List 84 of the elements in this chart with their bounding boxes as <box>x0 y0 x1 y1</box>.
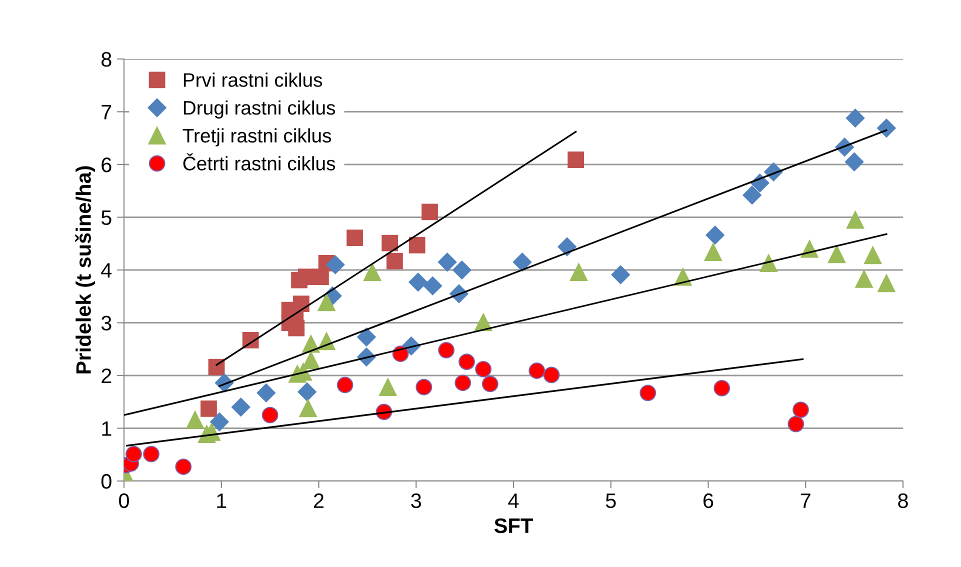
y-tick-label: 1 <box>102 421 112 436</box>
point <box>357 328 376 346</box>
y-tick-label: 6 <box>102 158 112 172</box>
point <box>288 320 305 336</box>
point <box>299 399 317 418</box>
x-tick-label: 0 <box>119 493 129 508</box>
point <box>828 245 846 264</box>
point <box>363 263 382 281</box>
point <box>175 458 192 475</box>
point <box>543 366 560 384</box>
legend-label: Prvi rastni ciklus <box>184 72 322 87</box>
point <box>855 270 873 288</box>
point <box>416 378 432 396</box>
point <box>210 412 229 432</box>
legend-label: Tretji rastni ciklus <box>182 128 332 146</box>
legend-label: Drugi rastni ciklus <box>184 100 336 119</box>
point <box>558 237 576 256</box>
point <box>846 211 864 229</box>
point <box>408 272 428 292</box>
y-tick-label: 0 <box>101 474 112 489</box>
point <box>788 416 804 432</box>
point <box>438 342 455 358</box>
point <box>208 358 225 376</box>
point <box>423 276 442 296</box>
point <box>200 400 217 417</box>
x-tick-label: 3 <box>411 493 422 508</box>
legend-label: Četrti rastni ciklus <box>183 153 336 170</box>
x-tick-label: 1 <box>217 494 226 508</box>
y-axis-title: Pridelek (t sušine/ha) <box>75 166 96 374</box>
y-tick-label: 5 <box>101 210 112 226</box>
point <box>475 360 492 378</box>
point <box>298 382 316 402</box>
point <box>760 254 778 272</box>
point <box>422 204 438 220</box>
point <box>293 296 310 312</box>
point <box>528 362 546 379</box>
y-tick-label: 2 <box>102 368 112 384</box>
point <box>452 260 472 280</box>
point <box>714 380 730 396</box>
point <box>298 268 314 286</box>
x-tick-label: 7 <box>800 494 810 508</box>
point <box>382 234 398 252</box>
x-axis-title: SFT <box>494 518 533 534</box>
point <box>346 230 363 246</box>
point <box>386 252 403 270</box>
point <box>706 226 724 245</box>
point <box>256 384 276 402</box>
point <box>231 398 250 417</box>
point <box>512 252 532 272</box>
point <box>408 237 426 254</box>
x-tick-label: 5 <box>606 494 616 508</box>
x-tick-label: 6 <box>704 493 714 508</box>
point <box>482 376 498 392</box>
x-tick-label: 2 <box>314 493 324 508</box>
point <box>877 118 896 138</box>
point <box>262 406 278 424</box>
point <box>326 255 345 274</box>
point <box>336 376 354 394</box>
point <box>570 263 588 281</box>
point <box>318 293 336 312</box>
point <box>143 446 160 462</box>
y-tick-label: 8 <box>102 52 112 67</box>
point <box>302 351 320 370</box>
y-tick-label: 7 <box>102 104 112 120</box>
point <box>878 274 896 292</box>
point <box>379 378 397 396</box>
x-tick-label: 8 <box>898 493 908 508</box>
point <box>186 410 204 429</box>
point <box>844 152 864 172</box>
point <box>438 252 457 272</box>
point <box>568 152 584 168</box>
point <box>704 243 722 261</box>
point <box>611 265 630 284</box>
point <box>742 186 762 204</box>
point <box>640 384 656 402</box>
y-tick-label: 4 <box>101 263 112 278</box>
point <box>792 402 809 418</box>
point <box>454 374 472 392</box>
y-tick-label: 3 <box>101 316 112 331</box>
point <box>864 246 882 264</box>
point <box>846 108 865 128</box>
x-tick-label: 4 <box>508 494 519 508</box>
point <box>126 446 142 462</box>
point <box>458 354 475 370</box>
